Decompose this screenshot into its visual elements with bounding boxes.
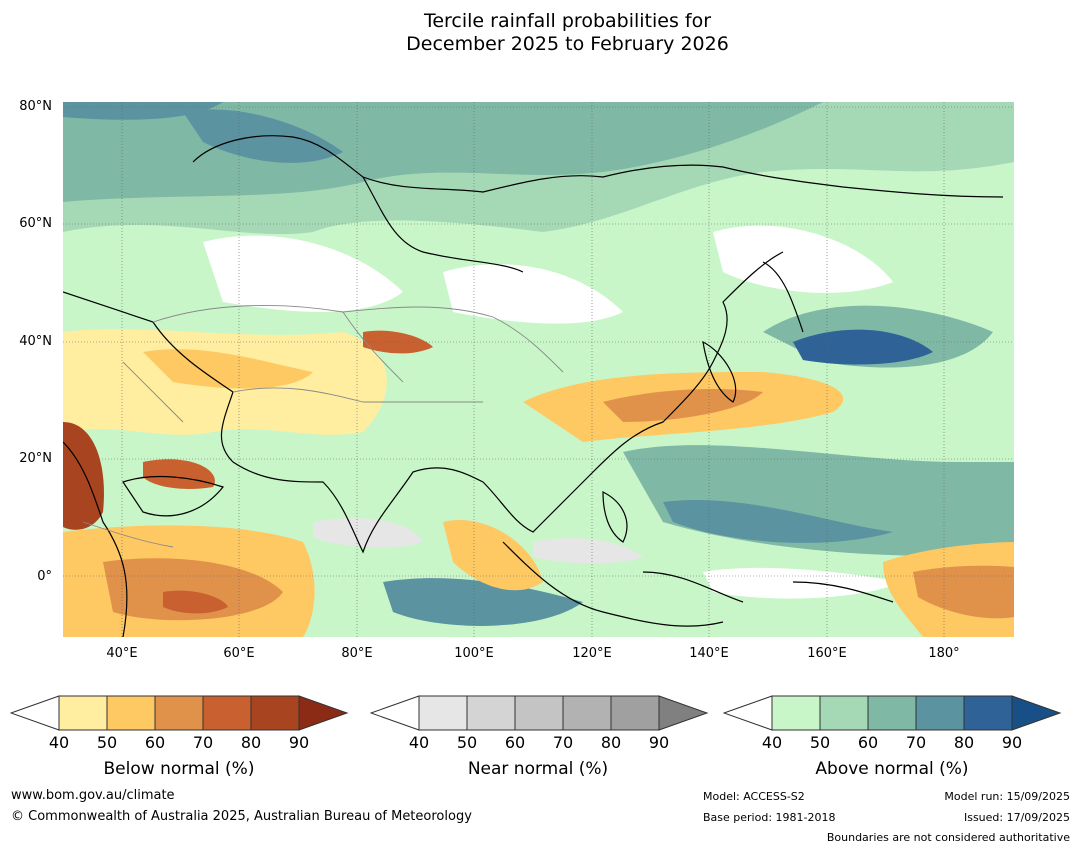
region-east-africa-peak [163, 590, 228, 614]
cbar-tick: 50 [456, 733, 478, 752]
region-south-pacific-core [913, 565, 1014, 619]
lon-label-40e: 40°E [106, 646, 138, 661]
colorbar-near-normal [370, 695, 709, 731]
region-sumatra-dry [443, 520, 543, 591]
cbar-segment [154, 695, 204, 731]
issued-text: Issued: 17/09/2025 [963, 811, 1070, 824]
probability-map [63, 102, 1014, 637]
cbar-segment [915, 695, 965, 731]
model-text: Model: ACCESS-S2 [703, 790, 805, 803]
region-indian-ocean-blue [383, 578, 583, 626]
cbar-segment [58, 695, 108, 731]
cbar-label-below: Below normal (%) [103, 759, 255, 779]
cbar-segment [963, 695, 1013, 731]
region-pacific-north-core [793, 329, 933, 365]
website-link[interactable]: www.bom.gov.au/climate [11, 788, 175, 803]
cbar-near-white-end [370, 695, 420, 731]
region-china-sea-core [603, 389, 763, 422]
region-red-sea-dry [63, 422, 104, 530]
lat-label-40n: 40°N [19, 334, 52, 349]
lon-label-80e: 80°E [341, 646, 373, 661]
region-iran-dry [143, 349, 313, 389]
lat-label-60n: 60°N [19, 216, 52, 231]
cbar-below-segments [58, 695, 300, 731]
cbar-tick: 50 [809, 733, 831, 752]
cbar-below-arrow [298, 695, 349, 731]
region-pacific-tropical-core [663, 499, 893, 543]
lon-label-140e: 140°E [689, 646, 729, 661]
cbar-label-near: Near normal (%) [467, 759, 609, 779]
model-run-text: Model run: 15/09/2025 [944, 790, 1070, 803]
cbar-segment [562, 695, 612, 731]
cbar-tick: 80 [953, 733, 975, 752]
cbar-tick: 50 [96, 733, 118, 752]
cbar-near-segments [418, 695, 660, 731]
lat-label-20n: 20°N [19, 451, 52, 466]
coastlines [63, 135, 1004, 637]
region-grey-india [313, 518, 423, 548]
cbar-tick: 60 [144, 733, 166, 752]
cbar-segment [466, 695, 516, 731]
cbar-label-above: Above normal (%) [815, 759, 969, 779]
region-arabia-dry [143, 459, 215, 489]
cbar-above-segments [771, 695, 1013, 731]
cbar-segment [418, 695, 468, 731]
region-central-asia-white [203, 235, 403, 312]
cbar-tick: 70 [905, 733, 927, 752]
cbar-tick: 80 [240, 733, 262, 752]
cbar-below-white-end [10, 695, 60, 731]
title-line-1: Tercile rainfall probabilities for [423, 10, 712, 32]
cbar-segment [106, 695, 156, 731]
copyright-text: © Commonwealth of Australia 2025, Austra… [11, 809, 472, 824]
cbar-segment [771, 695, 821, 731]
lat-label-80n: 80°N [19, 99, 52, 114]
region-arctic-west [63, 102, 223, 120]
region-mongolia-white [443, 264, 623, 324]
cbar-tick: 80 [600, 733, 622, 752]
cbar-tick: 40 [48, 733, 70, 752]
disclaimer-text: Boundaries are not considered authoritat… [826, 831, 1070, 844]
cbar-tick: 90 [1001, 733, 1023, 752]
region-east-africa-core [103, 558, 283, 621]
cbar-tick: 70 [192, 733, 214, 752]
cbar-tick: 60 [504, 733, 526, 752]
cbar-tick: 40 [761, 733, 783, 752]
cbar-segment [202, 695, 252, 731]
cbar-segment [514, 695, 564, 731]
country-borders [82, 304, 564, 548]
lon-label-180: 180° [928, 646, 960, 661]
lat-label-0: 0° [37, 569, 52, 584]
cbar-tick: 70 [552, 733, 574, 752]
base-period-text: Base period: 1981-2018 [703, 811, 836, 824]
lon-label-160e: 160°E [807, 646, 847, 661]
cbar-tick: 90 [288, 733, 310, 752]
region-okhotsk-white [713, 225, 893, 293]
cbar-near-arrow [658, 695, 709, 731]
cbar-tick: 90 [648, 733, 670, 752]
region-grey-seasia [533, 537, 643, 564]
region-png-white [703, 567, 903, 599]
cbar-segment [867, 695, 917, 731]
cbar-above-white-end [723, 695, 773, 731]
cbar-tick: 40 [408, 733, 430, 752]
lon-label-100e: 100°E [454, 646, 494, 661]
cbar-segment [819, 695, 869, 731]
colorbar-above-normal [723, 695, 1062, 731]
colorbar-below-normal [10, 695, 349, 731]
cbar-above-arrow [1011, 695, 1062, 731]
lon-label-120e: 120°E [572, 646, 612, 661]
title-line-2: December 2025 to February 2026 [406, 33, 729, 55]
cbar-tick: 60 [857, 733, 879, 752]
cbar-segment [250, 695, 300, 731]
lon-label-60e: 60°E [223, 646, 255, 661]
map-title: Tercile rainfall probabilities for Decem… [0, 10, 1081, 56]
region-tarim-dry [363, 330, 433, 354]
cbar-segment [610, 695, 660, 731]
map-canvas [63, 102, 1014, 637]
